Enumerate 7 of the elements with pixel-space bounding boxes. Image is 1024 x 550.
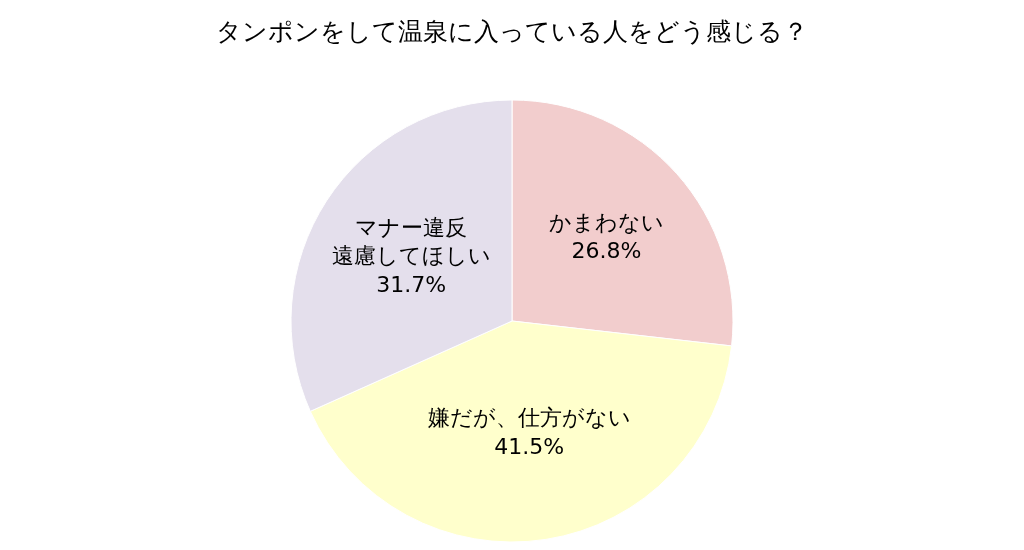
slice-label: かまわない: [548, 209, 664, 235]
slice-label: 嫌だが、仕方がない: [427, 405, 631, 431]
slice-label: マナー違反遠慮してほしい: [331, 214, 491, 269]
data-label: 41.5%: [494, 433, 565, 459]
data-label: 26.8%: [571, 238, 642, 264]
chart-title: タンポンをして温泉に入っている人をどう感じる？: [216, 16, 808, 46]
data-label: 31.7%: [376, 271, 447, 297]
